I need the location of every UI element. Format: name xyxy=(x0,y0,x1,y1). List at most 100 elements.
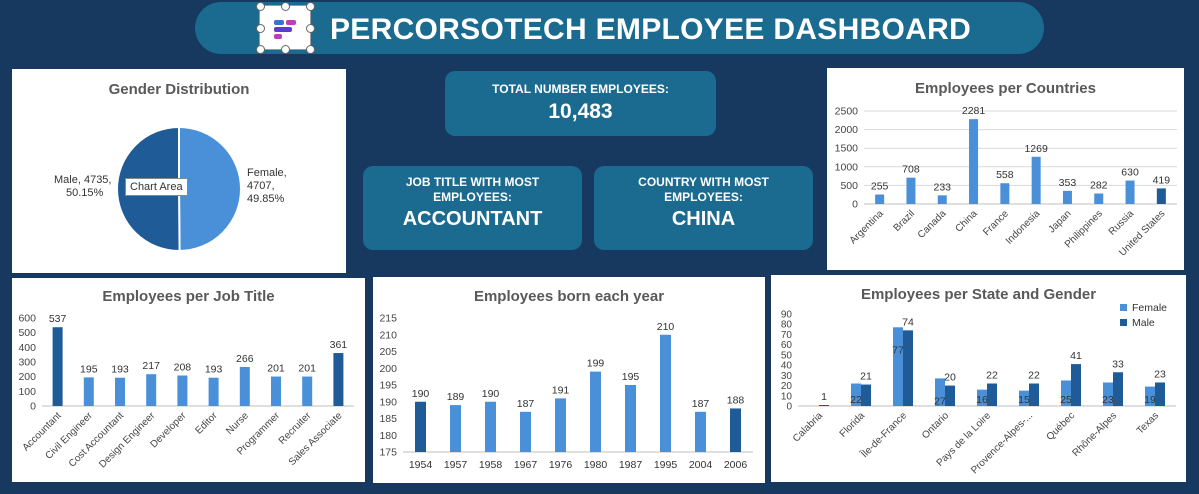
bar-accountant xyxy=(52,327,63,406)
bar-ontario-female xyxy=(935,378,945,406)
y-tick-label: 500 xyxy=(18,327,36,339)
bar-civil-engineer xyxy=(83,377,94,406)
bar-canada xyxy=(937,195,947,204)
data-label: 77 xyxy=(892,344,904,356)
y-tick-label: 20 xyxy=(781,381,793,392)
data-label: 15 xyxy=(1018,394,1030,406)
data-label: 190 xyxy=(412,388,430,400)
data-label: 1 xyxy=(821,391,827,403)
data-label: 19 xyxy=(1144,394,1156,406)
bar-brazil xyxy=(906,177,916,204)
x-tick-label: Québec xyxy=(1045,410,1078,443)
legend-swatch-male xyxy=(1120,319,1127,326)
bar-1954 xyxy=(415,401,426,452)
gender-distribution-panel[interactable]: Gender Distribution Female, 4707, 49.85% Ma… xyxy=(12,69,346,273)
x-tick-label: China xyxy=(953,208,980,235)
bar-1957 xyxy=(450,405,461,452)
x-tick-label: 2004 xyxy=(689,459,713,471)
x-tick-label: Sales Associate xyxy=(287,410,345,468)
legend-label-female: Female xyxy=(1132,302,1167,314)
data-label: 2281 xyxy=(962,105,986,117)
data-label: 16 xyxy=(976,394,988,406)
data-label: 23 xyxy=(1102,394,1114,406)
x-tick-label: 1987 xyxy=(619,459,643,471)
kpi-total-employees: TOTAL NUMBER EMPLOYEES: 10,483 xyxy=(445,71,716,136)
y-tick-label: 200 xyxy=(379,363,397,375)
data-label: 27 xyxy=(934,395,946,407)
bar-pays-de-la-loire-male xyxy=(987,383,997,406)
legend-swatch-female xyxy=(1120,304,1127,311)
y-tick-label: 185 xyxy=(379,413,397,425)
bar-texas-male xyxy=(1155,382,1165,406)
x-tick-label: 1958 xyxy=(479,459,503,471)
y-tick-label: 100 xyxy=(18,386,36,398)
y-tick-label: 175 xyxy=(379,447,397,459)
bar-qu-bec-female xyxy=(1061,380,1071,406)
kpi-label: TOTAL NUMBER EMPLOYEES: xyxy=(492,82,669,96)
pie-data-label: Female, xyxy=(247,167,287,179)
x-tick-label: Canada xyxy=(916,208,949,241)
y-tick-label: 0 xyxy=(852,199,858,211)
data-label: 23 xyxy=(1154,368,1166,380)
y-tick-label: 300 xyxy=(18,357,36,369)
employees-per-job-title-panel[interactable]: Employees per Job Title 0 100 200 300 400 500… xyxy=(12,278,365,482)
x-tick-label: 1976 xyxy=(549,459,573,471)
x-tick-label: Cost Accountant xyxy=(67,410,126,469)
x-tick-label: France xyxy=(981,208,1011,238)
legend-label-male: Male xyxy=(1132,317,1155,329)
x-tick-label: 1995 xyxy=(654,459,678,471)
employees-per-countries-panel[interactable]: Employees per Countries 0 500 1000 1500 2000… xyxy=(827,68,1184,270)
data-label: 195 xyxy=(80,363,98,375)
data-label: 188 xyxy=(727,394,745,406)
countries-bar-chart: 0 500 1000 1500 2000 2500 255 Argentina 708 Brazi… xyxy=(835,105,1177,259)
x-tick-label: Nurse xyxy=(224,410,251,437)
data-label: 193 xyxy=(205,364,223,376)
birth-year-bar-chart: 175 180 185 190 195 200 205 210 215 190 1954 189 195… xyxy=(379,313,753,471)
data-label: 266 xyxy=(236,353,254,365)
bar-qu-bec-male xyxy=(1071,364,1081,406)
chart-title: Employees born each year xyxy=(473,288,665,305)
pie-data-label: 4707, xyxy=(247,180,275,192)
y-tick-label: 70 xyxy=(781,330,793,341)
y-tick-label: 205 xyxy=(379,346,397,358)
y-tick-label: 1000 xyxy=(835,161,859,173)
y-tick-label: 90 xyxy=(781,310,793,321)
bar-provence-alpes--female xyxy=(1019,390,1029,406)
x-tick-label: 1957 xyxy=(444,459,468,471)
kpi-value: ACCOUNTANT xyxy=(402,208,543,230)
data-label: 419 xyxy=(1153,174,1171,186)
y-tick-label: 400 xyxy=(18,342,36,354)
data-label: 20 xyxy=(944,372,956,384)
bar-indonesia xyxy=(1031,156,1041,204)
bar-2006 xyxy=(730,408,741,452)
data-label: 22 xyxy=(850,394,862,406)
y-tick-label: 50 xyxy=(781,350,793,361)
data-label: 201 xyxy=(267,363,285,375)
x-tick-label: Indonesia xyxy=(1004,208,1043,247)
x-tick-label: 1954 xyxy=(409,459,433,471)
x-tick-label: Brazil xyxy=(892,208,917,233)
bar-calabria-male xyxy=(819,404,829,406)
data-label: 195 xyxy=(622,371,640,383)
x-tick-label: Russia xyxy=(1107,208,1137,238)
y-tick-label: 2000 xyxy=(835,124,859,136)
bar-1976 xyxy=(555,398,566,452)
bar--le-de-france-female xyxy=(893,327,903,406)
bar-russia xyxy=(1125,180,1135,204)
data-label: 708 xyxy=(902,164,920,176)
y-tick-label: 60 xyxy=(781,340,793,351)
data-label: 190 xyxy=(482,388,500,400)
bar-pays-de-la-loire-female xyxy=(977,389,987,406)
data-label: 353 xyxy=(1059,177,1077,189)
data-label: 22 xyxy=(986,370,998,382)
chart-area-tooltip: Chart Area xyxy=(125,178,188,196)
bar-1980 xyxy=(590,371,601,452)
employees-per-state-gender-panel[interactable]: Employees per State and Gender 0 10 20 30 40… xyxy=(771,275,1186,482)
bar-sales-associate xyxy=(333,353,344,406)
bar-argentina xyxy=(875,194,885,204)
chart-title: Employees per State and Gender xyxy=(860,286,1097,303)
bar-1958 xyxy=(485,401,496,452)
employees-born-each-year-panel[interactable]: Employees born each year 175 180 185 190 195… xyxy=(373,277,765,483)
data-label: 191 xyxy=(552,384,570,396)
